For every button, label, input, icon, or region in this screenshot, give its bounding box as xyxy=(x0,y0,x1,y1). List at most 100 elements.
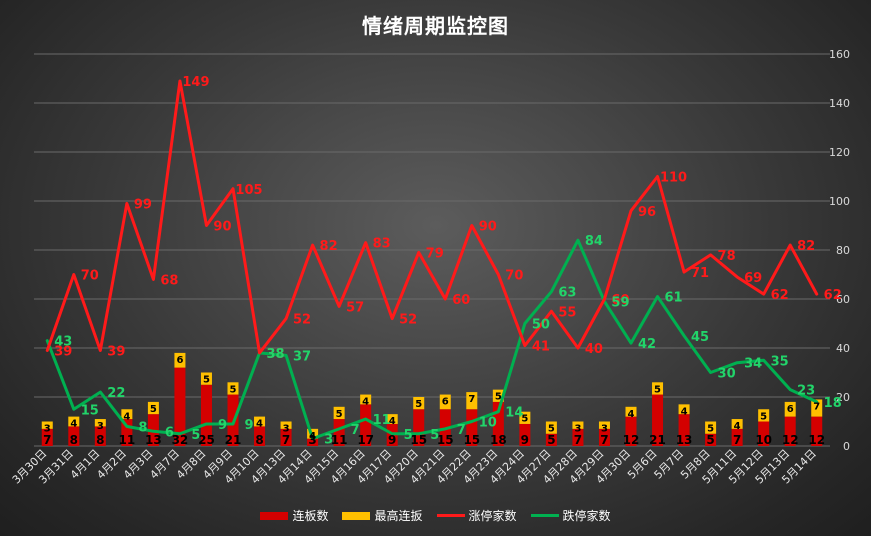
bar-max-streak xyxy=(519,411,531,424)
line-limit-up-label: 79 xyxy=(426,246,444,261)
line-limit-down-label: 14 xyxy=(505,406,523,421)
bar-max-streak-label: 5 xyxy=(707,424,714,435)
bar-max-streak-label: 6 xyxy=(442,397,449,408)
bar-max-streak-label: 5 xyxy=(203,375,210,386)
line-limit-up-label: 39 xyxy=(107,344,125,359)
line-limit-down-label: 23 xyxy=(797,384,815,399)
bar-lianban-label: 8 xyxy=(255,433,263,447)
bar-max-streak xyxy=(94,419,106,427)
line-limit-down-label: 61 xyxy=(664,291,682,306)
line-limit-down-label: 42 xyxy=(638,337,656,352)
bar-lianban-label: 12 xyxy=(782,433,799,447)
bar-lianban-label: 10 xyxy=(755,433,772,447)
bar-max-streak xyxy=(652,382,664,395)
line-limit-down-label: 34 xyxy=(744,357,762,372)
y-tick-label: 140 xyxy=(829,97,850,110)
bar-lianban-label: 17 xyxy=(357,433,374,447)
bar-lianban xyxy=(466,409,478,446)
line-limit-up-label: 41 xyxy=(532,340,550,355)
bar-lianban xyxy=(625,416,637,446)
bar-lianban-label: 15 xyxy=(463,433,480,447)
bar-lianban xyxy=(652,394,664,446)
line-limit-up-label: 83 xyxy=(373,237,391,252)
legend-item-max-streak: 最高连扳 xyxy=(342,507,423,524)
line-limit-down-label: 5 xyxy=(191,428,200,443)
line-limit-up-label: 78 xyxy=(718,249,736,264)
bar-lianban xyxy=(280,428,292,446)
y-tick-label: 0 xyxy=(843,440,850,453)
bar-lianban-label: 11 xyxy=(331,433,348,447)
bar-lianban-label: 7 xyxy=(282,433,290,447)
legend: 连板数 最高连扳 涨停家数 跌停家数 xyxy=(0,507,871,524)
bar-lianban xyxy=(731,428,743,446)
bar-max-streak xyxy=(333,406,345,420)
line-limit-down-label: 43 xyxy=(54,335,72,350)
bar-lianban-label: 5 xyxy=(706,433,714,447)
line-limit-up-label: 62 xyxy=(824,288,842,303)
bar-max-streak-label: 5 xyxy=(521,414,528,425)
bar-lianban xyxy=(94,426,106,446)
bar-lianban xyxy=(758,421,770,446)
bar-max-streak-label: 3 xyxy=(97,421,104,432)
line-limit-down-label: 45 xyxy=(691,330,709,345)
legend-swatch xyxy=(436,514,465,517)
line-limit-up-label: 90 xyxy=(479,220,497,235)
bar-max-streak xyxy=(811,399,823,417)
bar-lianban-label: 13 xyxy=(676,433,693,447)
bar-max-streak xyxy=(545,421,557,434)
bar-max-streak-label: 5 xyxy=(150,404,157,415)
bar-max-streak xyxy=(705,421,717,434)
line-limit-up-label: 82 xyxy=(797,239,815,254)
line-limit-down-label: 9 xyxy=(244,418,253,433)
bar-lianban-label: 15 xyxy=(437,433,454,447)
line-limit-down xyxy=(45,238,819,441)
bar-max-streak xyxy=(678,404,690,415)
bar-max-streak-label: 6 xyxy=(787,404,794,415)
line-limit-down-label: 5 xyxy=(430,428,439,443)
legend-item-limit-up: 涨停家数 xyxy=(436,507,517,524)
line-limit-up-label: 39 xyxy=(54,344,72,359)
bar-lianban xyxy=(678,414,690,446)
line-limit-up-label: 55 xyxy=(558,305,576,320)
bar-lianban xyxy=(519,423,531,446)
bar-max-streak xyxy=(147,401,159,415)
line-limit-down-label: 50 xyxy=(532,318,550,333)
bar-max-streak-label: 7 xyxy=(468,394,475,405)
line-limit-up-label: 90 xyxy=(213,220,231,235)
bar-lianban xyxy=(41,428,53,446)
bar-max-streak xyxy=(174,352,186,368)
bar-max-streak-label: 5 xyxy=(760,411,767,422)
bar-max-streak xyxy=(68,416,80,427)
line-limit-down-label: 84 xyxy=(585,234,603,249)
line-limit-down-label: 37 xyxy=(293,349,311,364)
line-limit-down-label: 30 xyxy=(718,367,736,382)
bar-max-streak xyxy=(492,389,504,402)
bar-max-streak-label: 5 xyxy=(495,392,502,403)
line-limit-down-label: 7 xyxy=(457,423,466,438)
y-tick-label: 20 xyxy=(836,391,850,404)
bar-max-streak xyxy=(41,421,53,429)
legend-item-limit-down: 跌停家数 xyxy=(530,507,611,524)
line-limit-down-label: 22 xyxy=(107,386,125,401)
bar-max-streak xyxy=(360,394,372,405)
line-limit-up-label: 62 xyxy=(771,288,789,303)
bar-lianban xyxy=(254,426,266,446)
line-limit-up-label: 110 xyxy=(660,171,687,186)
bar-lianban xyxy=(413,409,425,446)
bar-lianban-label: 8 xyxy=(70,433,78,447)
legend-swatch xyxy=(260,511,289,520)
bar-lianban-label: 13 xyxy=(145,433,162,447)
line-limit-down-label: 9 xyxy=(218,418,227,433)
legend-swatch xyxy=(342,511,371,520)
bar-max-streak-label: 3 xyxy=(601,424,608,435)
line-limit-down-label: 10 xyxy=(479,416,497,431)
legend-label: 最高连扳 xyxy=(374,509,423,523)
bar-lianban xyxy=(307,438,319,446)
bar-lianban xyxy=(68,426,80,446)
legend-label: 涨停家数 xyxy=(468,509,517,523)
bar-lianban-label: 12 xyxy=(808,433,825,447)
line-limit-up-label: 96 xyxy=(638,205,656,220)
bar-max-streak-label: 3 xyxy=(44,424,51,435)
line-limit-up-label: 70 xyxy=(505,269,523,284)
